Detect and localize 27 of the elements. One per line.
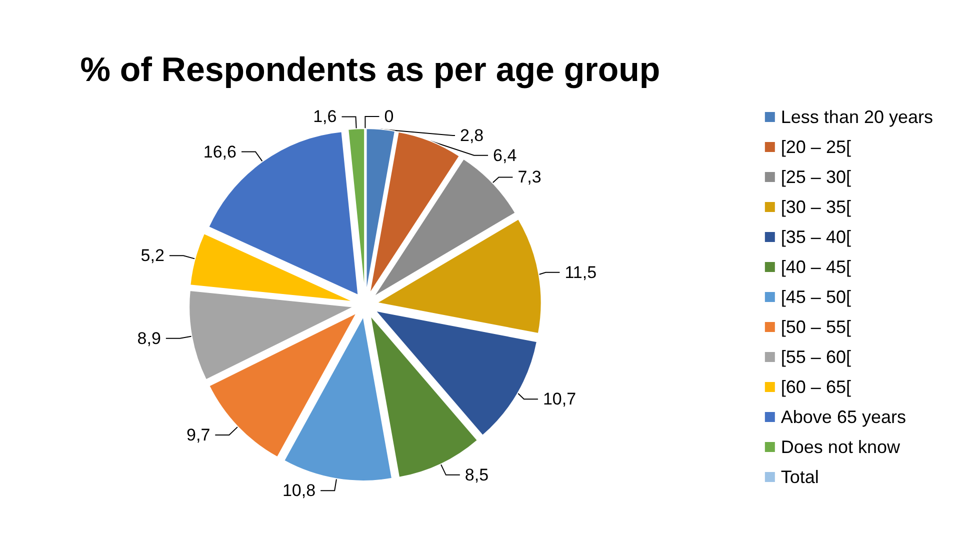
- legend-label: [40 – 45[: [780, 257, 851, 277]
- data-label: 1,6: [313, 107, 337, 126]
- data-label: 8,9: [137, 328, 161, 348]
- data-label: 9,7: [186, 425, 210, 444]
- data-label: 8,5: [464, 465, 489, 484]
- data-label: 7,3: [518, 168, 542, 187]
- data-label: 2,8: [460, 126, 484, 146]
- data-label: 10,8: [282, 481, 316, 500]
- data-label: 11,5: [564, 262, 597, 282]
- legend-label: [55 – 60[: [780, 347, 851, 367]
- legend-label: [35 – 40[: [780, 227, 851, 247]
- data-label: 6,4: [493, 146, 517, 165]
- legend-label: [25 – 30[: [780, 167, 851, 187]
- text: 0: [384, 107, 394, 126]
- legend-label: [30 – 35[: [780, 197, 851, 217]
- chart-title: % of Respondents as per age group: [80, 51, 660, 89]
- data-label: 16,6: [203, 142, 236, 162]
- legend-label: Total: [780, 467, 819, 487]
- legend-label: Less than 20 years: [780, 107, 934, 127]
- legend-label: Does not know: [780, 437, 901, 457]
- legend-label: [45 – 50[: [780, 287, 851, 307]
- legend-label: [20 – 25[: [780, 137, 851, 157]
- legend-label: [60 – 65[: [780, 377, 851, 397]
- data-label: 10,7: [542, 390, 576, 409]
- data-label: 5,2: [140, 246, 164, 266]
- legend-label: Above 65 years: [780, 407, 906, 427]
- legend-label: [50 – 55[: [780, 317, 851, 337]
